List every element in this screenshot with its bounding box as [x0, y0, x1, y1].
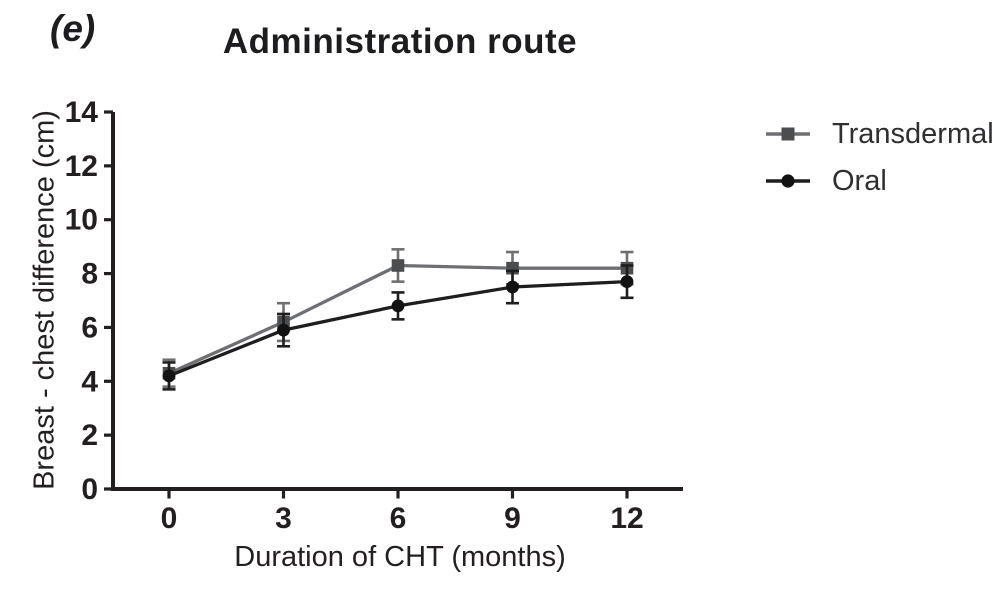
y-tick-label: 14: [65, 96, 99, 129]
data-point-circle: [506, 280, 519, 294]
x-tick-label: 3: [275, 502, 292, 535]
data-point-circle: [162, 369, 176, 383]
y-tick-label: 2: [81, 419, 98, 452]
x-tick-label: 0: [161, 502, 178, 535]
y-tick-label: 4: [81, 365, 98, 398]
legend-item-oral: Oral: [766, 164, 994, 198]
y-tick-label: 10: [65, 204, 98, 237]
oral-marker-icon: [766, 174, 810, 188]
x-tick-label: 6: [390, 502, 407, 535]
data-point-circle: [277, 323, 290, 337]
legend-label-transdermal: Transdermal: [832, 117, 994, 150]
x-tick-label: 12: [610, 502, 643, 535]
chart-title: Administration route: [222, 22, 578, 61]
data-point-square: [391, 259, 405, 272]
series-oral: [162, 264, 634, 391]
transdermal-marker-icon: [766, 127, 810, 141]
panel-label: (e): [50, 8, 96, 49]
data-point-circle: [620, 275, 634, 289]
x-tick-label: 9: [504, 502, 521, 535]
data-point-circle: [391, 299, 405, 313]
y-tick-label: 8: [81, 258, 98, 291]
legend-item-transdermal: Transdermal: [766, 117, 994, 151]
legend: Transdermal Oral: [766, 117, 994, 211]
y-tick-label: 6: [81, 311, 98, 344]
y-tick-label: 0: [81, 473, 98, 506]
x-axis-title: Duration of CHT (months): [234, 541, 566, 573]
legend-label-oral: Oral: [832, 164, 887, 197]
y-tick-label: 12: [65, 150, 98, 183]
